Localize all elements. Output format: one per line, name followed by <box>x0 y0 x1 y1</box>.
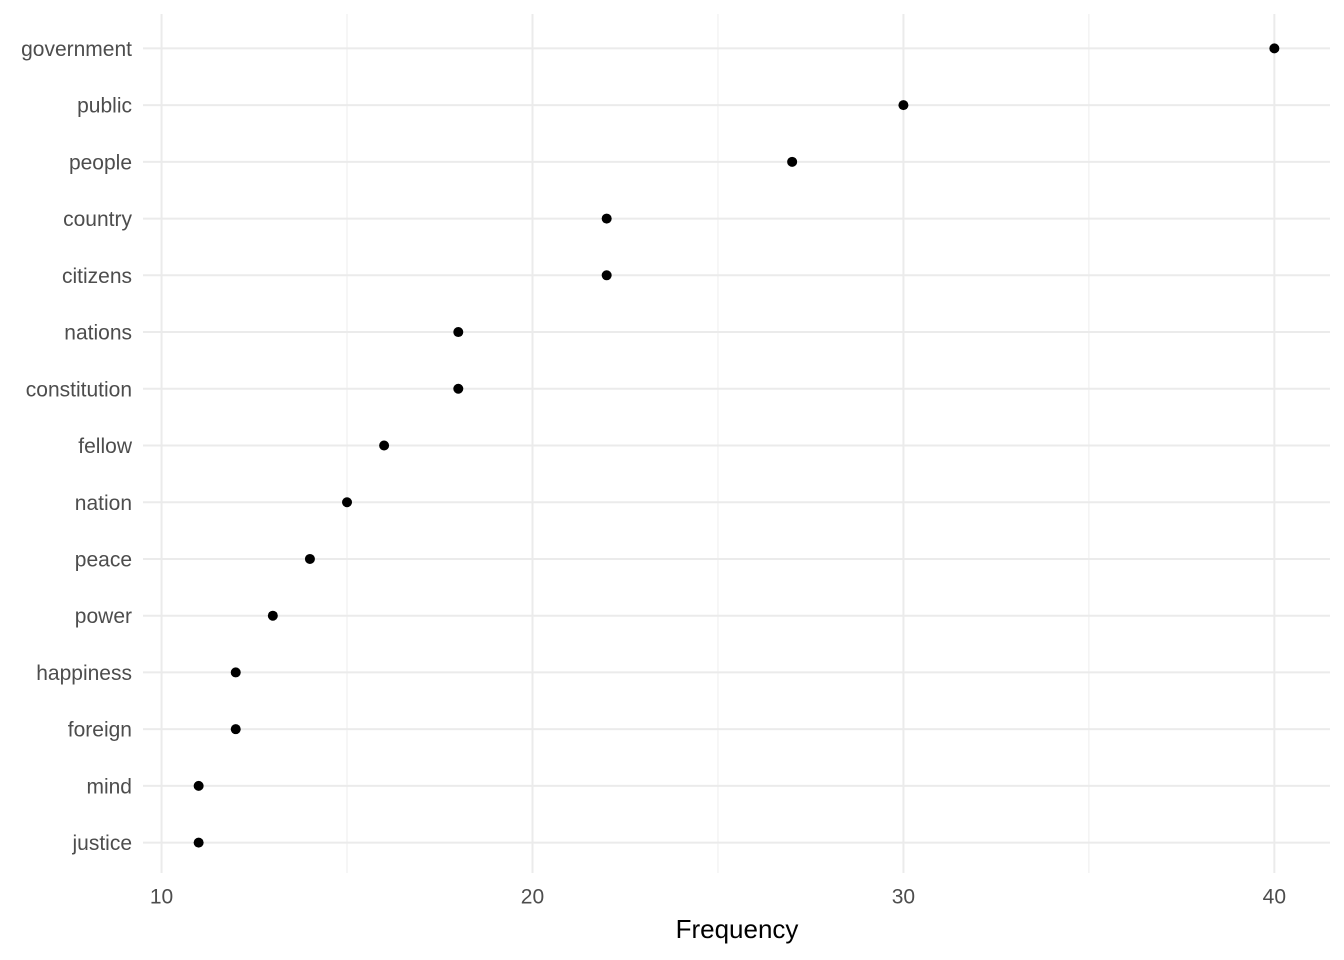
dot <box>453 327 464 338</box>
y-tick-label: foreign <box>68 719 132 742</box>
y-tick-label: public <box>77 95 132 118</box>
y-tick-label: constitution <box>26 378 132 401</box>
x-tick-label: 30 <box>892 886 915 909</box>
dot <box>193 837 204 848</box>
y-tick-label: power <box>75 605 132 628</box>
x-tick-label: 10 <box>150 886 173 909</box>
y-tick-label: country <box>63 208 132 231</box>
dot <box>601 270 612 281</box>
y-tick-label: fellow <box>78 435 133 458</box>
dot <box>267 610 278 621</box>
x-tick-label: 20 <box>521 886 544 909</box>
x-axis-label: Frequency <box>676 914 799 944</box>
y-tick-label: justice <box>71 832 132 855</box>
dot <box>230 724 241 735</box>
y-tick-label: mind <box>86 775 132 798</box>
dot <box>379 440 390 451</box>
dot <box>1269 43 1280 54</box>
dot <box>601 213 612 224</box>
x-tick-label: 40 <box>1263 886 1286 909</box>
y-tick-label: government <box>21 38 132 61</box>
dot <box>787 156 798 167</box>
y-tick-label: nations <box>64 322 132 345</box>
y-tick-label: nation <box>75 492 132 515</box>
dot <box>230 667 241 678</box>
y-tick-label: happiness <box>36 662 132 685</box>
dot <box>453 383 464 394</box>
dot <box>898 100 909 111</box>
y-tick-label: citizens <box>62 265 132 288</box>
dot <box>304 553 315 564</box>
y-tick-label: people <box>69 151 132 174</box>
y-tick-label: peace <box>75 549 132 572</box>
dot <box>193 780 204 791</box>
dot <box>342 497 353 508</box>
